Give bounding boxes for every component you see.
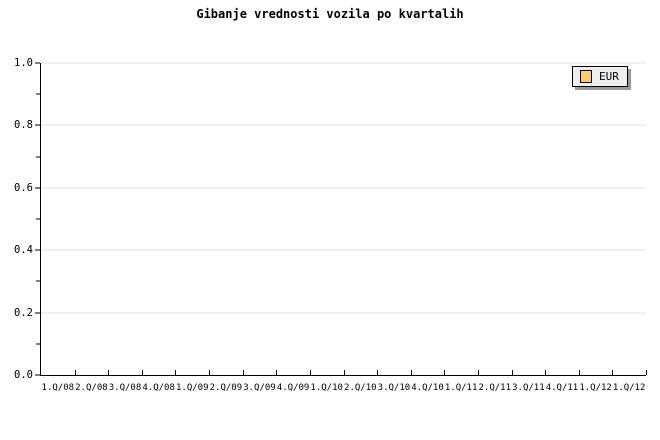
x-tick-label: 2.Q/09 (209, 383, 243, 393)
y-gridline (41, 249, 646, 251)
x-tick (646, 370, 647, 375)
legend-swatch-eur (580, 70, 592, 83)
y-gridline (41, 187, 646, 189)
y-minor-tick (36, 93, 40, 95)
plot-area: EUR 0.0 0.2 0.4 0.6 0.8 1.0 1.Q/08 2.Q/08 3.Q/08… (14, 58, 647, 393)
x-tick-label: 1.Q/11 (444, 383, 478, 393)
y-tick-label: 0.4 (14, 244, 33, 257)
y-major-tick (35, 374, 40, 376)
y-gridline (41, 124, 646, 126)
x-tick (175, 370, 177, 375)
chart-title: Gibanje vrednosti vozila po kvartalih (196, 7, 464, 21)
x-tick (511, 370, 513, 375)
y-minor-tick (36, 343, 40, 345)
y-tick-label: 0.6 (14, 181, 33, 194)
x-tick (108, 370, 110, 375)
legend: EUR (572, 66, 628, 87)
legend-label-eur: EUR (599, 70, 619, 83)
x-tick (612, 370, 614, 375)
x-tick (309, 370, 311, 375)
y-gridline (41, 62, 646, 64)
x-tick-label: 3.Q/11 (512, 383, 545, 393)
x-tick (444, 370, 446, 375)
x-tick-label: 1.Q/12 (579, 383, 612, 393)
x-tick-label: 3.Q/09 (243, 383, 276, 393)
x-tick-label: 2.Q/10 (344, 383, 377, 393)
y-major-tick (35, 312, 40, 314)
y-major-tick (35, 62, 40, 64)
x-tick (276, 370, 278, 375)
y-tick-label: 1.0 (14, 57, 33, 69)
y-minor-tick (36, 280, 40, 282)
x-tick-label: 4.Q/11 (545, 383, 579, 393)
x-tick (410, 370, 412, 375)
x-tick (477, 370, 479, 375)
y-tick-label: 0.2 (14, 306, 33, 319)
y-tick-label: 0.8 (14, 119, 33, 132)
y-minor-tick (36, 156, 40, 158)
x-tick (242, 370, 244, 375)
y-major-tick (35, 187, 40, 189)
x-tick (141, 370, 143, 375)
x-tick-label: 2.Q/08 (75, 383, 108, 393)
x-tick-label: 3.Q/10 (377, 383, 411, 393)
x-tick-label: 4.Q/09 (276, 383, 310, 393)
x-tick-label: 3.Q/08 (108, 383, 142, 393)
y-minor-tick (36, 218, 40, 220)
y-major-tick (35, 124, 40, 126)
x-tick-label: 1.Q/09 (175, 383, 209, 393)
x-tick-label: 4.Q/08 (142, 383, 175, 393)
x-tick-label: 2.Q/11 (478, 383, 512, 393)
x-tick (377, 370, 379, 375)
x-tick (545, 370, 547, 375)
x-tick-label: 1.Q/08 (41, 383, 75, 393)
y-tick-label: 0.0 (14, 369, 33, 381)
y-major-tick (35, 249, 40, 251)
x-tick (578, 370, 580, 375)
y-gridline (41, 312, 646, 314)
x-tick (74, 370, 76, 375)
x-tick-label: 4.Q/10 (411, 383, 444, 393)
x-tick (209, 370, 211, 375)
x-tick-label: 1.Q/10 (310, 383, 343, 393)
x-tick (343, 370, 345, 375)
x-tick-label: 1.Q/12 (612, 383, 646, 393)
